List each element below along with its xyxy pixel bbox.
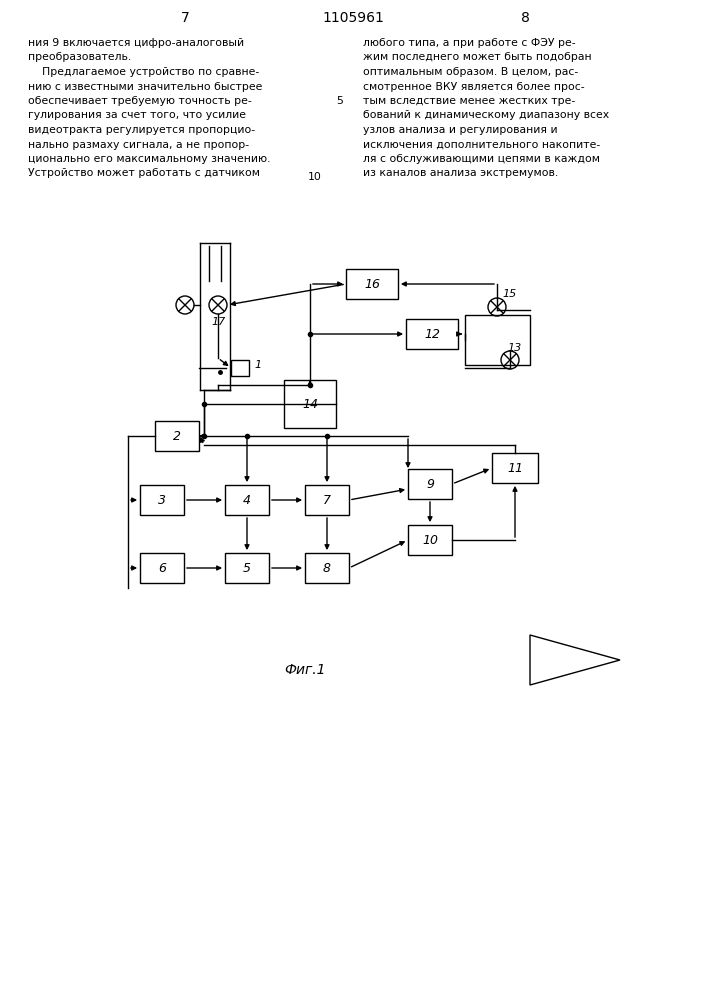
Text: обеспечивает требуемую точность ре-: обеспечивает требуемую точность ре- [28, 96, 252, 106]
Bar [408, 469, 452, 499]
Text: 4: 4 [243, 493, 251, 506]
Text: из каналов анализа экстремумов.: из каналов анализа экстремумов. [363, 168, 559, 178]
Text: 1: 1 [254, 360, 261, 370]
Bar [140, 553, 184, 583]
Text: бований к динамическому диапазону всех: бований к динамическому диапазону всех [363, 110, 609, 120]
Bar [346, 269, 398, 299]
Text: 7: 7 [180, 11, 189, 25]
Text: жим последнего может быть подобран: жим последнего может быть подобран [363, 52, 592, 62]
Text: любого типа, а при работе с ФЭУ ре-: любого типа, а при работе с ФЭУ ре- [363, 38, 575, 48]
Text: 11: 11 [507, 462, 523, 475]
Text: 6: 6 [158, 562, 166, 574]
Text: ния 9 включается цифро-аналоговый: ния 9 включается цифро-аналоговый [28, 38, 244, 48]
Text: 8: 8 [323, 562, 331, 574]
Bar [155, 421, 199, 451]
Text: 1105961: 1105961 [322, 11, 384, 25]
Text: 8: 8 [520, 11, 530, 25]
Bar [305, 485, 349, 515]
Text: ционально его максимальному значению.: ционально его максимальному значению. [28, 154, 271, 164]
Text: преобразователь.: преобразователь. [28, 52, 132, 62]
Bar [492, 453, 538, 483]
Text: 10: 10 [422, 534, 438, 546]
Text: исключения дополнительного накопите-: исключения дополнительного накопите- [363, 139, 600, 149]
Bar [225, 485, 269, 515]
Bar [231, 360, 249, 376]
Text: смотренное ВКУ является более прос-: смотренное ВКУ является более прос- [363, 82, 585, 92]
Bar [406, 319, 458, 349]
Text: 2: 2 [173, 430, 181, 442]
Text: нально размаху сигнала, а не пропор-: нально размаху сигнала, а не пропор- [28, 139, 249, 149]
Text: гулирования за счет того, что усилие: гулирования за счет того, что усилие [28, 110, 246, 120]
Text: 16: 16 [364, 277, 380, 290]
Text: 3: 3 [158, 493, 166, 506]
Bar [225, 553, 269, 583]
Text: Предлагаемое устройство по сравне-: Предлагаемое устройство по сравне- [28, 67, 259, 77]
Text: 5: 5 [337, 96, 344, 106]
Text: видеотракта регулируется пропорцио-: видеотракта регулируется пропорцио- [28, 125, 255, 135]
Text: 15: 15 [502, 289, 516, 299]
Text: 17: 17 [212, 317, 226, 327]
Bar [305, 553, 349, 583]
Text: Фиг.1: Фиг.1 [284, 663, 326, 677]
Bar [408, 525, 452, 555]
Text: 12: 12 [424, 328, 440, 340]
Text: 5: 5 [243, 562, 251, 574]
Bar [465, 315, 530, 365]
Bar [284, 380, 336, 428]
Text: 9: 9 [426, 478, 434, 490]
Bar [140, 485, 184, 515]
Text: Устройство может работать с датчиком: Устройство может работать с датчиком [28, 168, 260, 178]
Text: 14: 14 [302, 397, 318, 410]
Text: нию с известными значительно быстрее: нию с известными значительно быстрее [28, 82, 262, 92]
Text: тым вследствие менее жестких тре-: тым вследствие менее жестких тре- [363, 96, 575, 106]
Text: 10: 10 [308, 172, 322, 182]
Text: узлов анализа и регулирования и: узлов анализа и регулирования и [363, 125, 558, 135]
Text: 7: 7 [323, 493, 331, 506]
Text: оптимальным образом. В целом, рас-: оптимальным образом. В целом, рас- [363, 67, 578, 77]
Text: 13: 13 [508, 343, 522, 353]
Text: ля с обслуживающими цепями в каждом: ля с обслуживающими цепями в каждом [363, 154, 600, 164]
